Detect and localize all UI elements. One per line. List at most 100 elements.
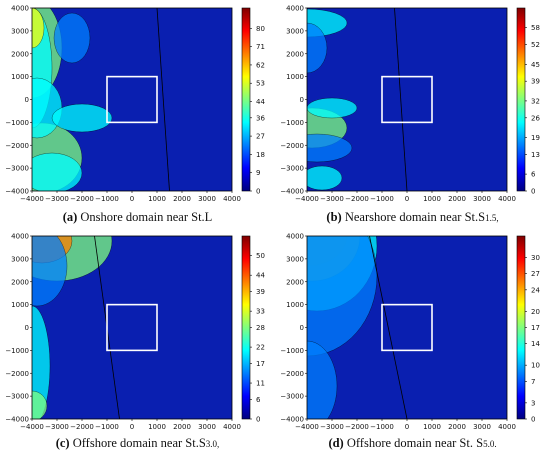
domain-boundary-line xyxy=(394,8,408,191)
colorbar-tick-label: 17 xyxy=(531,324,540,332)
colorbar-tick-label: 45 xyxy=(531,61,540,69)
caption-c: (c) Offshore domain near St.S3.0, xyxy=(0,436,275,451)
colorbar-tick-label: 52 xyxy=(531,41,540,49)
contour-region xyxy=(307,236,378,357)
colorbar-tick-label: 18 xyxy=(256,151,265,159)
heatmap-b: −4000 −3000 −2000 −1000 0 1000 2000 3000 4000400… xyxy=(280,5,540,204)
colorbar-tick-label: 9 xyxy=(256,169,260,177)
colorbar-tick-label: 11 xyxy=(256,380,265,388)
caption-d-sub: 5.0. xyxy=(483,439,497,449)
x-tick-label: 0 xyxy=(405,423,409,431)
colorbar-tick-label: 6 xyxy=(256,396,261,404)
colorbar-tick-label: 28 xyxy=(256,324,265,332)
x-tick-label: 1000 xyxy=(148,423,166,431)
colorbar-tick-label: 24 xyxy=(531,286,540,294)
colorbar-tick-label: 26 xyxy=(531,114,540,122)
y-tick-label: 0 xyxy=(25,96,29,104)
x-tick-label: 2000 xyxy=(448,423,466,431)
y-tick-label: 2000 xyxy=(286,278,304,286)
y-tick-label: 1000 xyxy=(11,73,29,81)
x-tick-label: 0 xyxy=(405,195,409,203)
caption-a-letter: (a) xyxy=(62,210,78,224)
x-tick-label: −3000 xyxy=(320,195,344,203)
contour-region xyxy=(307,22,328,74)
caption-d: (d) Offshore domain near St. S5.0. xyxy=(275,436,550,451)
contour-region xyxy=(32,305,51,419)
colorbar xyxy=(241,235,251,420)
contour-region xyxy=(51,103,113,133)
colorbar-tick-label: 62 xyxy=(256,61,265,69)
x-tick-label: 1000 xyxy=(423,423,441,431)
colorbar-tick-label: 27 xyxy=(256,133,265,141)
contour-texture xyxy=(307,8,408,191)
x-tick-label: 2000 xyxy=(448,195,466,203)
colorbar-tick-label: 39 xyxy=(531,78,540,86)
x-tick-label: 3000 xyxy=(198,195,216,203)
colorbar-tick-label: 22 xyxy=(256,344,265,352)
y-tick-label: 4000 xyxy=(286,233,304,241)
y-tick-label: −3000 xyxy=(280,393,304,401)
domain-boundary-line xyxy=(156,8,170,191)
y-tick-label: −2000 xyxy=(280,142,304,150)
study-area-box xyxy=(381,303,433,352)
colorbar-tick-label: 19 xyxy=(531,134,540,142)
contour-region xyxy=(32,236,68,307)
x-tick-label: 3000 xyxy=(198,423,216,431)
study-area-box xyxy=(106,303,158,352)
colorbar-tick-label: 7 xyxy=(531,378,535,386)
x-tick-label: −4000 xyxy=(20,195,44,203)
y-tick-label: −1000 xyxy=(5,347,29,355)
y-tick-label: 4000 xyxy=(286,5,304,13)
colorbar-tick-label: 30 xyxy=(531,254,540,262)
panel-c: −4000 −3000 −2000 −1000 0 1000 2000 3000 4000 400… xyxy=(0,228,275,433)
domain-boundary-line xyxy=(369,236,408,419)
colorbar-tick-label: 14 xyxy=(531,340,540,348)
caption-d-text: Offshore domain near St. S xyxy=(343,436,484,450)
contour-region xyxy=(53,12,91,64)
x-tick-label: −1000 xyxy=(95,195,119,203)
heatmap-c: −4000 −3000 −2000 −1000 0 1000 2000 3000 4000 400… xyxy=(5,233,265,432)
contour-region xyxy=(32,8,45,49)
colorbar xyxy=(241,7,251,192)
contour-region xyxy=(32,390,48,419)
x-tick-label: 1000 xyxy=(148,195,166,203)
y-tick-label: 2000 xyxy=(286,50,304,58)
x-tick-label: 4000 xyxy=(223,423,241,431)
y-tick-label: 1000 xyxy=(11,301,29,309)
x-tick-label: −4000 xyxy=(295,195,319,203)
y-tick-label: 2000 xyxy=(11,278,29,286)
y-tick-label: 0 xyxy=(25,324,29,332)
y-tick-label: 3000 xyxy=(11,255,29,263)
colorbar-tick-label: 0 xyxy=(256,416,260,424)
x-tick-label: 3000 xyxy=(473,423,491,431)
y-tick-label: −3000 xyxy=(5,393,29,401)
colorbar-tick-label: 20 xyxy=(531,308,540,316)
y-tick-label: 1000 xyxy=(286,301,304,309)
x-tick-label: −3000 xyxy=(45,195,69,203)
contour-region xyxy=(307,340,338,419)
x-tick-label: 3000 xyxy=(473,195,491,203)
y-tick-label: 2000 xyxy=(11,50,29,58)
colorbar-tick-label: 17 xyxy=(256,360,265,368)
colorbar-tick-label: 13 xyxy=(531,151,540,159)
x-tick-label: −4000 xyxy=(20,423,44,431)
colorbar-tick-label: 58 xyxy=(531,24,540,32)
y-tick-label: −1000 xyxy=(5,119,29,127)
y-tick-label: 1000 xyxy=(286,73,304,81)
colorbar-tick-label: 3 xyxy=(531,399,535,407)
colorbar-tick-label: 71 xyxy=(256,43,265,51)
y-tick-label: 4000 xyxy=(11,5,29,13)
contour-texture xyxy=(307,236,408,419)
colorbar-tick-label: 80 xyxy=(256,25,265,33)
x-tick-label: −1000 xyxy=(370,423,394,431)
y-tick-label: 3000 xyxy=(286,255,304,263)
x-tick-label: −2000 xyxy=(70,423,94,431)
x-tick-label: −2000 xyxy=(345,423,369,431)
y-tick-label: 4000 xyxy=(11,233,29,241)
colorbar-tick-label: 10 xyxy=(531,362,540,370)
panel-a: −4000 −3000 −2000 −1000 0 1000 2000 3000 4000 400… xyxy=(0,0,275,205)
caption-b-text: Nearshore domain near St.S xyxy=(341,210,486,224)
contour-region xyxy=(32,77,63,139)
caption-c-sub: 3.0, xyxy=(205,439,220,449)
x-tick-label: 4000 xyxy=(498,195,516,203)
